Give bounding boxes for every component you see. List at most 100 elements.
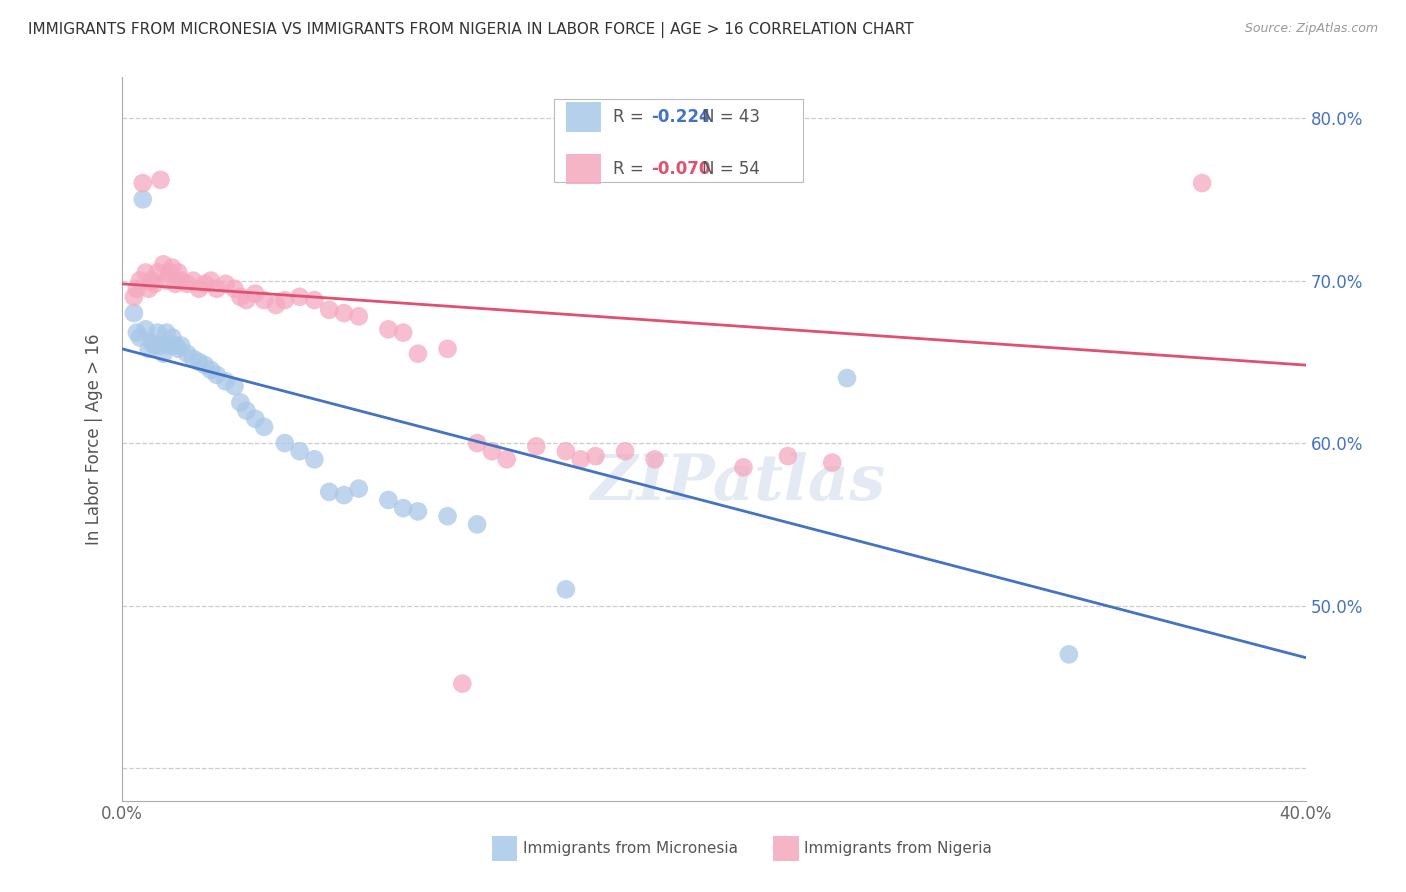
Point: [436, 509, 458, 524]
Point: [188, 355, 211, 369]
Point: [392, 326, 415, 340]
Point: [200, 363, 222, 377]
Point: [733, 460, 755, 475]
Point: [162, 330, 184, 344]
Point: [569, 452, 592, 467]
Point: [146, 326, 169, 340]
Point: [176, 347, 198, 361]
Bar: [565, 102, 602, 132]
Point: [181, 351, 204, 366]
Point: [304, 452, 326, 467]
Point: [304, 293, 326, 307]
Point: [155, 326, 177, 340]
Point: [157, 265, 180, 279]
Point: [835, 371, 858, 385]
FancyBboxPatch shape: [554, 99, 803, 182]
Y-axis label: In Labor Force | Age > 16: In Labor Force | Age > 16: [86, 334, 103, 545]
Point: [125, 326, 148, 340]
Point: [149, 173, 172, 187]
Point: [143, 277, 166, 291]
Text: ZIPatlas: ZIPatlas: [591, 451, 886, 513]
Point: [200, 274, 222, 288]
Point: [524, 439, 547, 453]
Point: [377, 322, 399, 336]
Point: [194, 358, 217, 372]
Point: [245, 411, 267, 425]
Point: [214, 375, 236, 389]
Point: [392, 501, 415, 516]
Point: [333, 488, 356, 502]
Point: [644, 452, 666, 467]
Point: [165, 338, 187, 352]
Point: [253, 293, 276, 307]
Point: [165, 277, 187, 291]
Point: [347, 310, 370, 324]
Point: [128, 330, 150, 344]
Point: [245, 286, 267, 301]
Point: [253, 420, 276, 434]
Point: [132, 192, 155, 206]
Point: [614, 444, 637, 458]
Point: [128, 274, 150, 288]
Text: R =: R =: [613, 161, 650, 178]
Point: [274, 436, 297, 450]
Point: [554, 444, 576, 458]
Point: [122, 290, 145, 304]
Point: [162, 260, 184, 275]
Text: -0.224: -0.224: [651, 108, 711, 126]
Point: [776, 449, 799, 463]
Point: [465, 436, 488, 450]
Text: N = 43: N = 43: [702, 108, 761, 126]
Point: [229, 395, 252, 409]
Point: [122, 306, 145, 320]
Text: -0.070: -0.070: [651, 161, 710, 178]
Point: [125, 282, 148, 296]
Point: [170, 274, 193, 288]
Point: [214, 277, 236, 291]
Point: [146, 265, 169, 279]
Point: [141, 335, 163, 350]
Point: [149, 338, 172, 352]
Point: [205, 368, 228, 382]
Point: [406, 504, 429, 518]
Point: [288, 444, 311, 458]
Point: [406, 347, 429, 361]
Point: [167, 265, 190, 279]
Text: Immigrants from Nigeria: Immigrants from Nigeria: [804, 841, 993, 855]
Point: [155, 274, 177, 288]
Point: [1191, 176, 1213, 190]
Point: [224, 379, 246, 393]
Point: [264, 298, 287, 312]
Point: [135, 322, 157, 336]
Point: [224, 282, 246, 296]
Point: [481, 444, 503, 458]
Point: [138, 282, 160, 296]
Point: [205, 282, 228, 296]
Text: Immigrants from Micronesia: Immigrants from Micronesia: [523, 841, 738, 855]
Point: [465, 517, 488, 532]
Point: [235, 293, 257, 307]
Point: [318, 484, 340, 499]
Point: [333, 306, 356, 320]
Point: [152, 347, 174, 361]
Point: [188, 282, 211, 296]
Point: [451, 676, 474, 690]
Point: [274, 293, 297, 307]
Point: [141, 274, 163, 288]
Point: [132, 176, 155, 190]
Point: [821, 456, 844, 470]
Point: [495, 452, 517, 467]
Point: [157, 338, 180, 352]
Point: [235, 403, 257, 417]
Point: [318, 302, 340, 317]
Point: [138, 342, 160, 356]
Bar: [565, 154, 602, 185]
Point: [194, 277, 217, 291]
Point: [181, 274, 204, 288]
Point: [288, 290, 311, 304]
Point: [176, 277, 198, 291]
Text: N = 54: N = 54: [702, 161, 759, 178]
Point: [585, 449, 607, 463]
Text: IMMIGRANTS FROM MICRONESIA VS IMMIGRANTS FROM NIGERIA IN LABOR FORCE | AGE > 16 : IMMIGRANTS FROM MICRONESIA VS IMMIGRANTS…: [28, 22, 914, 38]
Point: [377, 493, 399, 508]
